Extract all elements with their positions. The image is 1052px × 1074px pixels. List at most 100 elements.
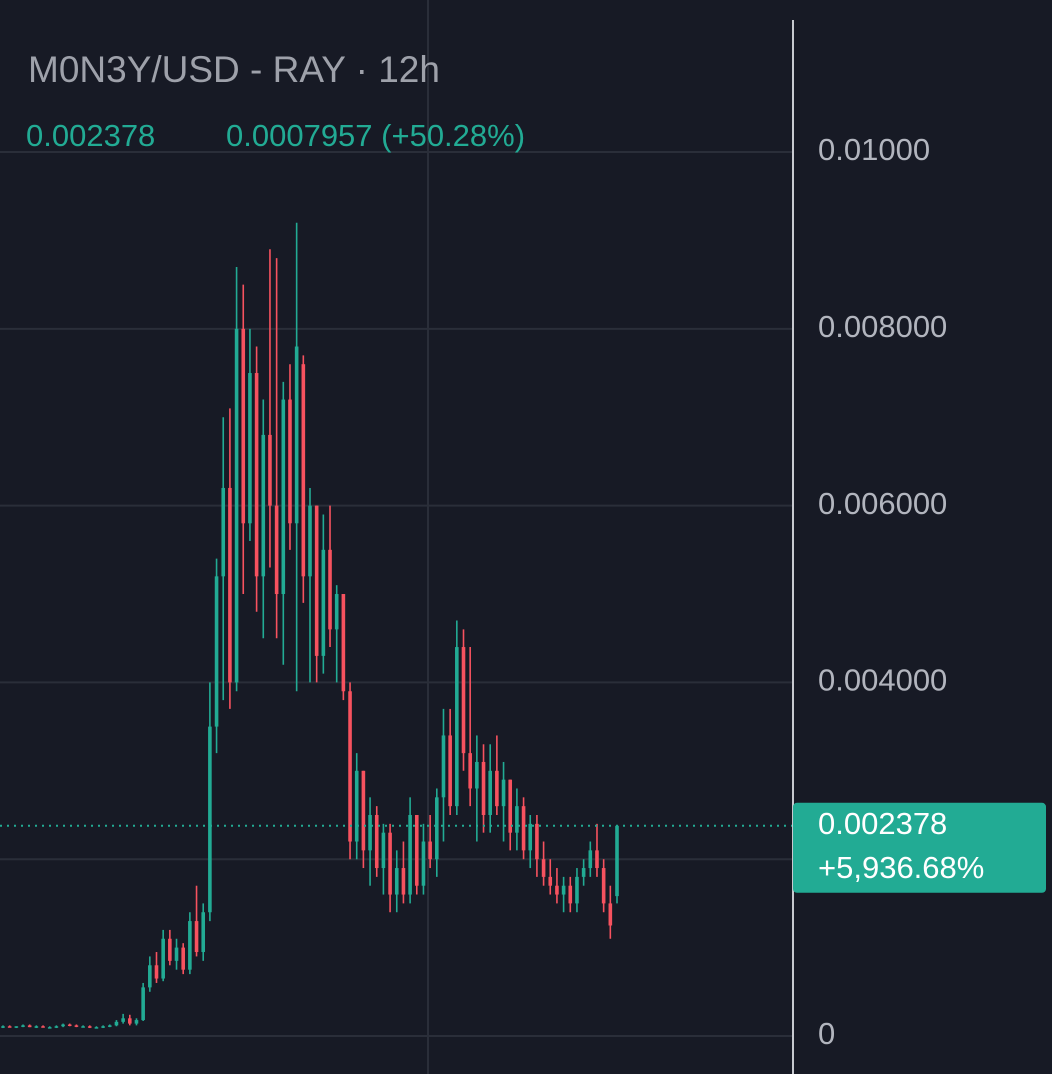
- candle-body: [441, 735, 446, 798]
- candle-body: [314, 505, 319, 656]
- candle-body: [548, 876, 553, 886]
- candle-body: [461, 647, 466, 754]
- candle-body: [228, 487, 232, 683]
- candle-body: [87, 1026, 92, 1028]
- candle-body: [408, 815, 412, 895]
- candle-body: [74, 1025, 79, 1027]
- candle-body: [174, 947, 179, 961]
- candle-body: [414, 815, 419, 886]
- candle-body: [588, 850, 593, 869]
- candle-body: [107, 1025, 112, 1027]
- y-tick-label: 0.004000: [818, 663, 947, 698]
- candle-body: [394, 868, 399, 895]
- candle-body: [94, 1027, 99, 1029]
- candle-body: [128, 1018, 132, 1024]
- candle-body: [361, 770, 366, 851]
- candle-body: [54, 1026, 59, 1028]
- candle-body: [248, 373, 252, 524]
- candle-body: [615, 825, 619, 897]
- candle-body: [101, 1026, 105, 1028]
- candle-body: [294, 346, 299, 524]
- candle-body: [374, 815, 379, 869]
- candle-body: [27, 1025, 32, 1028]
- candle-body: [114, 1021, 119, 1026]
- candle-body: [568, 885, 573, 904]
- price-axis: 00.0020000.0040000.0060000.0080000.01000…: [793, 132, 1046, 1051]
- candle-body: [601, 868, 606, 904]
- candle-body: [501, 779, 506, 807]
- y-tick-label: 0.006000: [818, 486, 947, 521]
- candle-body: [575, 876, 579, 904]
- candle-body: [288, 399, 292, 524]
- candle-body: [595, 850, 599, 869]
- candle-body: [67, 1024, 72, 1026]
- candle-body: [41, 1026, 45, 1028]
- candle-body: [401, 868, 406, 895]
- candle-body: [328, 549, 332, 630]
- last-price-change: +5,936.68%: [818, 850, 984, 885]
- candle-body: [481, 761, 486, 816]
- last-price-badge: [793, 802, 1046, 893]
- candle-body: [348, 691, 352, 842]
- candle-body: [535, 823, 539, 860]
- candle-body: [528, 823, 533, 851]
- candle-body: [47, 1027, 52, 1029]
- candle-body: [455, 647, 459, 807]
- candle-body: [388, 832, 392, 895]
- candle-body: [561, 885, 566, 895]
- candle-body: [521, 806, 526, 851]
- candle-body: [234, 328, 239, 683]
- y-tick-label: 0.01000: [818, 132, 930, 167]
- candle-body: [154, 965, 159, 979]
- candle-body: [541, 859, 546, 877]
- candle-body: [7, 1026, 12, 1028]
- candle-body: [254, 373, 259, 577]
- candle-body: [81, 1026, 85, 1028]
- candle-body: [168, 938, 172, 961]
- candle-body: [301, 364, 306, 577]
- candles: [1, 222, 619, 1029]
- candle-body: [268, 434, 272, 506]
- candle-body: [241, 328, 246, 524]
- candle-body: [21, 1025, 25, 1027]
- candle-body: [194, 921, 199, 953]
- candle-body: [208, 726, 212, 913]
- candle-body: [334, 594, 339, 630]
- y-tick-label: 0: [818, 1016, 835, 1051]
- header-change: 0.0007957 (+50.28%): [226, 118, 525, 153]
- candle-body: [274, 505, 279, 595]
- candle-body: [488, 770, 492, 816]
- candle-body: [508, 779, 513, 833]
- candle-body: [1, 1026, 5, 1028]
- candle-body: [608, 903, 613, 926]
- candle-body: [354, 770, 359, 842]
- candle-body: [261, 434, 266, 577]
- candle-body: [448, 735, 452, 807]
- candle-body: [468, 753, 472, 789]
- candle-body: [475, 761, 479, 789]
- candle-body: [221, 487, 226, 577]
- candle-body: [515, 806, 519, 833]
- candle-body: [321, 549, 326, 656]
- candle-body: [201, 912, 206, 953]
- chart-title: M0N3Y/USD - RAY · 12h: [28, 49, 440, 90]
- candle-body: [581, 868, 586, 877]
- candle-body: [214, 576, 219, 727]
- candle-body: [61, 1024, 65, 1027]
- last-price-label: 0.002378: [818, 806, 947, 841]
- candle-body: [148, 965, 152, 988]
- candle-body: [421, 841, 426, 886]
- candle-body: [161, 938, 165, 979]
- candle-body: [555, 885, 559, 895]
- candle-body: [188, 921, 192, 970]
- candle-body: [495, 770, 499, 807]
- candle-body: [281, 399, 286, 595]
- candle-body: [181, 947, 185, 970]
- candle-body: [134, 1020, 139, 1024]
- candle-body: [381, 832, 386, 869]
- candle-body: [368, 815, 372, 851]
- y-tick-label: 0.008000: [818, 309, 947, 344]
- candle-body: [341, 594, 346, 692]
